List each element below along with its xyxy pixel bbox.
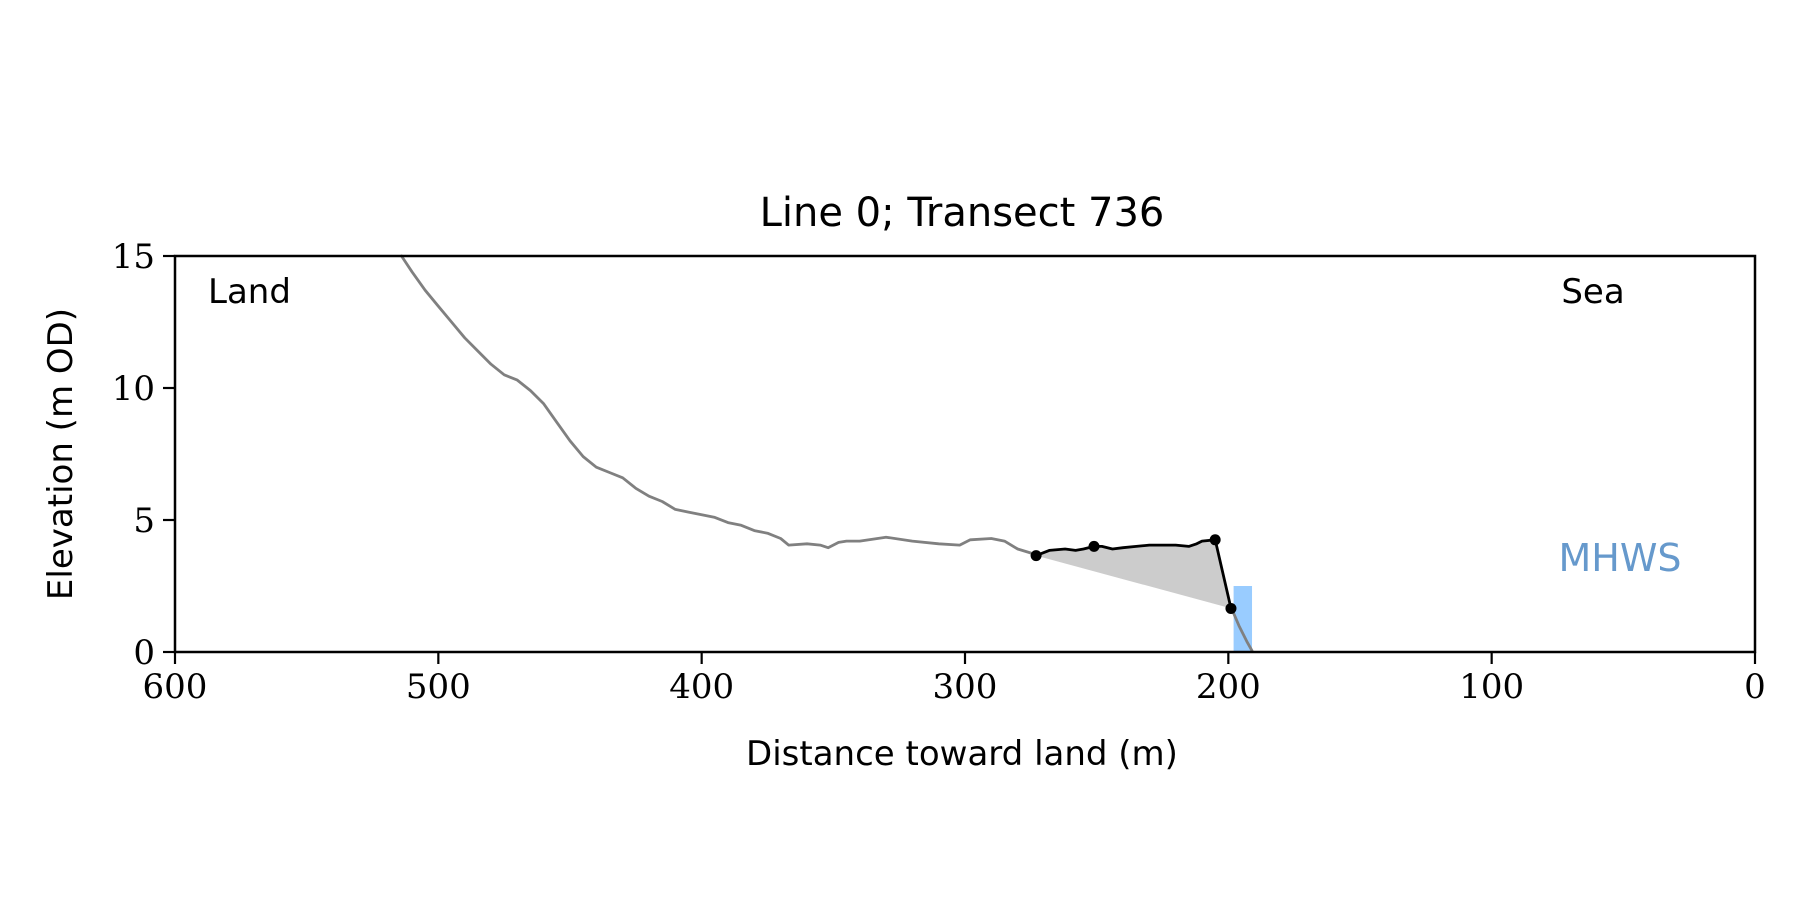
x-axis: 600 500 400 300 200 100 0 [143,652,1766,707]
y-tick-label: 0 [133,633,155,673]
marker-point [1225,602,1237,614]
shaded-area [1036,539,1231,609]
profile-line [400,254,1038,557]
sea-annotation: Sea [1561,272,1624,312]
y-axis-label: Elevation (m OD) [41,308,81,600]
y-tick-label: 15 [112,237,155,277]
chart-title: Line 0; Transect 736 [760,190,1165,236]
x-tick-label: 500 [406,667,471,707]
marker-point [1030,550,1042,562]
mhws-bar [1233,586,1253,652]
x-tick-label: 300 [933,667,998,707]
x-tick-label: 400 [669,667,734,707]
x-tick-label: 0 [1744,667,1766,707]
x-tick-label: 100 [1459,667,1524,707]
plot-area [400,254,1254,653]
plot-frame [173,254,1757,654]
x-tick-label: 200 [1196,667,1261,707]
y-tick-label: 10 [112,369,155,409]
y-axis: 0 5 10 15 [112,237,175,673]
mhws-annotation: MHWS [1558,536,1681,580]
land-annotation: Land [208,272,291,312]
x-axis-label: Distance toward land (m) [746,734,1178,774]
marker-point [1088,540,1100,552]
segment-line [1034,538,1233,610]
x-tick-label: 600 [143,667,208,707]
y-tick-label: 5 [133,501,155,541]
profile-toe-line [1229,605,1254,653]
marker-point [1209,534,1221,546]
